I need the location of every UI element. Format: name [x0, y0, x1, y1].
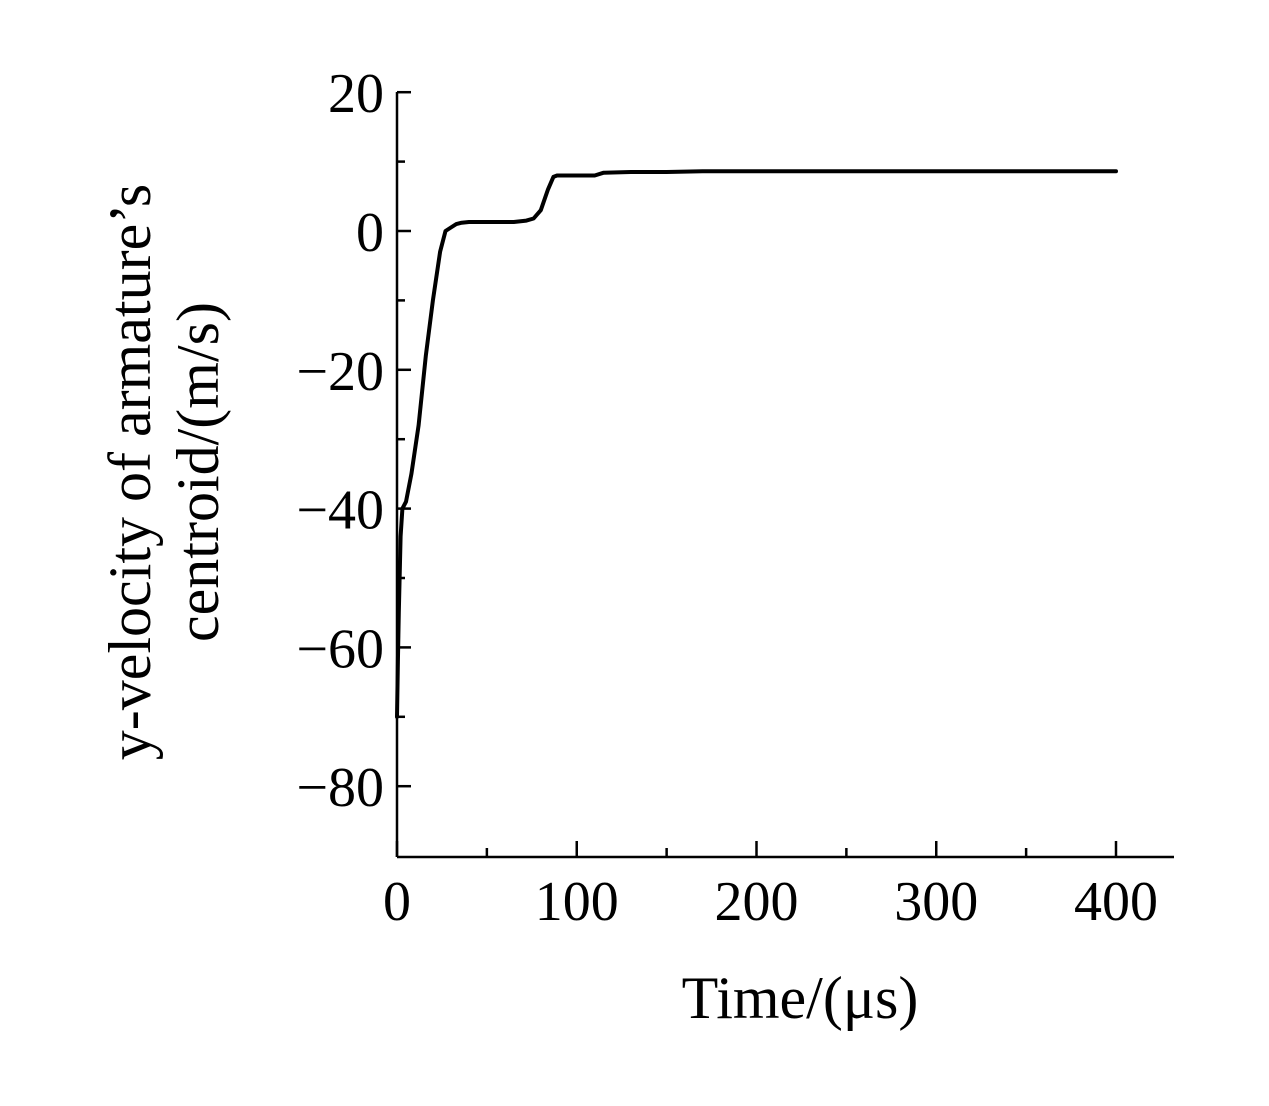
x-tick-label-200: 200: [715, 871, 799, 933]
axes: [395, 92, 1174, 859]
y-tick-label--80: −80: [296, 757, 384, 819]
x-tick-label-300: 300: [894, 871, 978, 933]
x-ticks: 0 100 200 300 400: [383, 841, 1158, 933]
y-tick-label--60: −60: [296, 618, 384, 680]
y-tick-label-0: 0: [356, 202, 384, 264]
x-tick-label-0: 0: [383, 871, 411, 933]
x-tick-label-400: 400: [1074, 871, 1158, 933]
y-tick-label-20: 20: [328, 63, 384, 125]
y-axis-title-line-1: y-velocity of armature’s: [97, 184, 163, 760]
series-group: [395, 169, 1118, 719]
x-axis-title: Time/(μs): [682, 965, 919, 1031]
y-axis-title: y-velocity of armature’s centroid/(m/s): [97, 184, 231, 760]
series-line-0: [395, 169, 1118, 719]
y-ticks: 20 0 −20 −40 −60 −80: [296, 63, 411, 819]
x-tick-label-100: 100: [535, 871, 619, 933]
y-axis-title-line-2: centroid/(m/s): [165, 302, 231, 642]
y-tick-label--40: −40: [296, 480, 384, 542]
y-tick-label--20: −20: [296, 341, 384, 403]
